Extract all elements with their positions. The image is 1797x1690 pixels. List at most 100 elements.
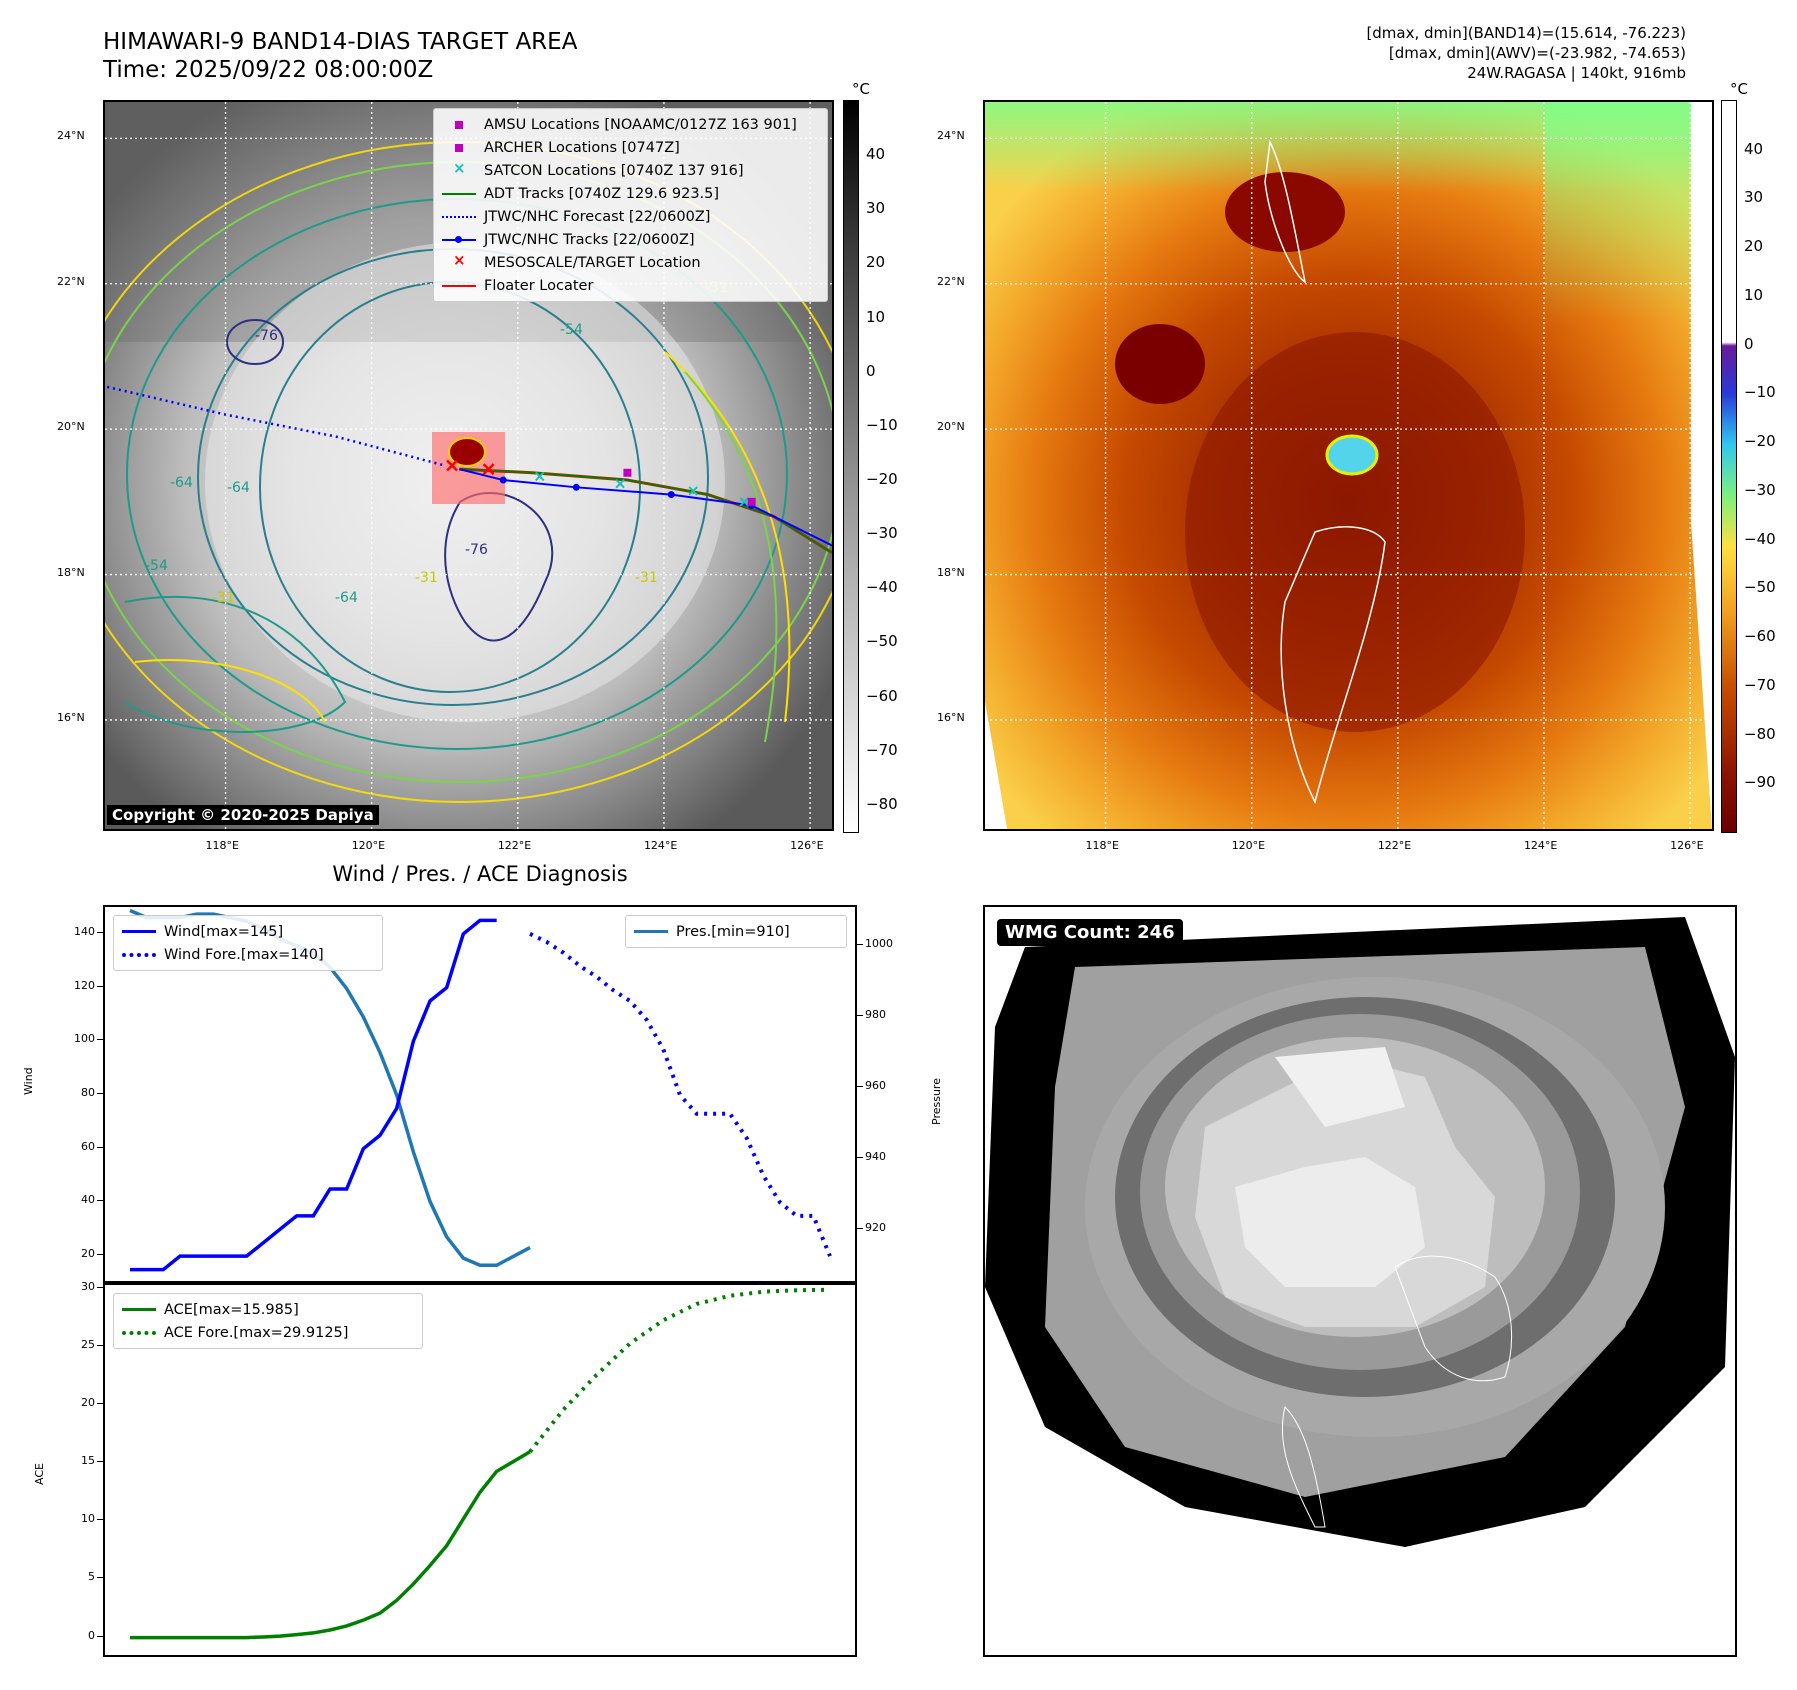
wind-tick: 40 — [81, 1193, 95, 1207]
pressure-legend: Pres.[min=910] — [625, 915, 847, 948]
lat-label: 18°N — [937, 565, 965, 579]
wind-pressure-chart: Wind[max=145] Wind Fore.[max=140] Pres.[m… — [103, 905, 857, 1285]
band14-colorbar — [843, 100, 859, 833]
lat-label: 22°N — [937, 274, 965, 288]
contour-label: -76 — [255, 328, 278, 344]
colorbar-tick: 10 — [1744, 285, 1764, 304]
chart-legend-label: Wind Fore.[max=140] — [164, 946, 324, 963]
awv-colorbar — [1721, 100, 1737, 833]
chart-legend-symbol — [122, 925, 156, 939]
target-marker — [482, 463, 495, 476]
contour-label: -31 — [415, 570, 438, 586]
wind-tick-mark — [97, 1039, 103, 1041]
wmg-image — [985, 907, 1735, 1655]
ace-tick-mark — [97, 1286, 103, 1288]
best-track-point — [499, 476, 507, 484]
pressure-tick: 940 — [865, 1149, 886, 1163]
legend-label: Floater Locater — [484, 277, 594, 294]
info-awv: [dmax, dmin](AWV)=(-23.982, -74.653) — [1388, 44, 1686, 62]
chart-legend-symbol — [634, 925, 668, 939]
pressure-tick-mark — [857, 944, 863, 946]
contour-label: -54 — [145, 558, 168, 574]
wind-tick: 60 — [81, 1139, 95, 1153]
colorbar-tick: −30 — [866, 524, 898, 543]
figure-time: Time: 2025/09/22 08:00:00Z — [103, 57, 434, 83]
pressure-axis-label: Pressure — [930, 1078, 943, 1125]
wind-tick-mark — [97, 931, 103, 933]
copyright-label: Copyright © 2020-2025 Dapiya — [107, 805, 379, 825]
ace-plot — [130, 1287, 831, 1640]
lon-label: 126°E — [1670, 839, 1704, 852]
legend-entry: Floater Locater — [442, 274, 819, 297]
series-ace-fore-line — [528, 1287, 831, 1453]
band14-map-panel: -76-76-64-64-54-54-31-31-31-64-31 AMSU L… — [103, 100, 834, 831]
colorbar-tick: −70 — [1744, 675, 1776, 694]
diagnosis-title: Wind / Pres. / ACE Diagnosis — [332, 862, 628, 886]
legend-symbol — [442, 141, 476, 155]
colorbar-tick: 0 — [1744, 334, 1754, 353]
ace-tick-mark — [97, 1344, 103, 1346]
colorbar-tick: 30 — [866, 199, 886, 218]
wind-tick-mark — [97, 1200, 103, 1202]
lon-label: 120°E — [1231, 839, 1266, 852]
wind-tick-mark — [97, 1254, 103, 1256]
ace-tick-mark — [97, 1403, 103, 1405]
best-track-point — [572, 483, 580, 491]
contour-label: -64 — [335, 590, 358, 606]
wind-tick: 140 — [74, 924, 95, 938]
pressure-tick-mark — [857, 1014, 863, 1016]
chart-legend-entry: Wind Fore.[max=140] — [122, 943, 374, 966]
legend-entry: JTWC/NHC Forecast [22/0600Z] — [442, 205, 819, 228]
legend-symbol — [442, 233, 476, 247]
ace-tick: 20 — [81, 1396, 95, 1410]
awv-map-panel — [983, 100, 1714, 831]
wind-tick-mark — [97, 1146, 103, 1148]
best-track — [459, 468, 832, 547]
lon-label: 118°E — [205, 839, 239, 852]
lon-label: 122°E — [497, 839, 532, 852]
satcon-marker — [739, 497, 750, 507]
satcon-marker — [688, 486, 698, 496]
legend-entry: × MESOSCALE/TARGET Location — [442, 251, 819, 274]
chart-legend-entry: ACE[max=15.985] — [122, 1298, 414, 1321]
colorbar-tick: −60 — [1744, 627, 1776, 646]
map-legend: AMSU Locations [NOAAMC/0127Z 163 901] ARC… — [433, 108, 828, 302]
series-aceline — [130, 1450, 531, 1640]
wind-tick: 80 — [81, 1086, 95, 1099]
legend-symbol — [442, 187, 476, 201]
lat-label: 18°N — [57, 565, 85, 579]
legend-symbol: × — [453, 158, 466, 177]
contour-label: -31 — [212, 590, 235, 606]
legend-symbol — [442, 210, 476, 224]
lon-label: 126°E — [790, 839, 824, 852]
target-marker — [446, 459, 458, 472]
info-storm: 24W.RAGASA | 140kt, 916mb — [1467, 64, 1686, 82]
info-band14: [dmax, dmin](BAND14)=(15.614, -76.223) — [1366, 24, 1686, 42]
chart-legend-entry: Pres.[min=910] — [634, 920, 838, 943]
colorbar-tick: −60 — [866, 686, 898, 705]
chart-legend-label: ACE Fore.[max=29.9125] — [164, 1324, 349, 1341]
colorbar-tick: −90 — [1744, 773, 1776, 792]
ace-tick-mark — [97, 1519, 103, 1521]
amsu-marker — [623, 468, 632, 477]
legend-symbol — [442, 279, 476, 293]
wind-tick: 20 — [81, 1247, 95, 1261]
lon-label: 120°E — [351, 839, 386, 852]
pressure-tick-mark — [857, 1156, 863, 1158]
legend-label: JTWC/NHC Tracks [22/0600Z] — [484, 231, 695, 248]
legend-symbol: × — [453, 250, 466, 269]
wind-tick: 120 — [74, 978, 95, 992]
ace-tick-mark — [97, 1577, 103, 1579]
ace-tick: 0 — [88, 1628, 95, 1642]
colorbar-tick: −20 — [1744, 432, 1776, 451]
colorbar-tick: −50 — [866, 632, 898, 651]
colorbar-tick: −80 — [866, 794, 898, 813]
colorbar-tick: 0 — [866, 361, 876, 380]
wmg-panel: WMG Count: 246 — [983, 905, 1737, 1657]
colorbar-tick: −80 — [1744, 724, 1776, 743]
legend-label: AMSU Locations [NOAAMC/0127Z 163 901] — [484, 116, 797, 133]
best-track-point — [667, 491, 675, 499]
series-wind-fore-line — [529, 932, 832, 1257]
pressure-tick-mark — [857, 1085, 863, 1087]
ace-tick: 25 — [81, 1337, 95, 1351]
